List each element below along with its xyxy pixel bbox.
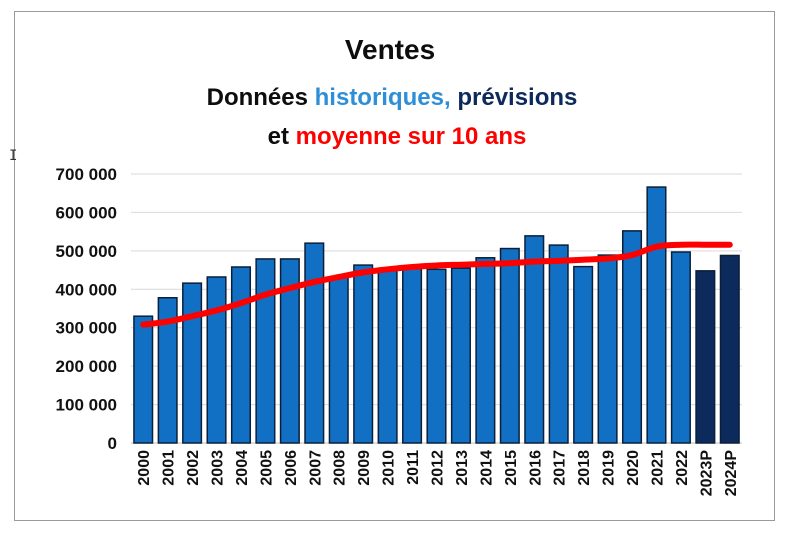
y-tick-label: 700 000 [56,165,117,184]
y-tick-label: 600 000 [56,203,117,222]
bar [377,268,398,444]
x-tick-label: 2003 [210,450,227,486]
bar [279,258,300,444]
x-tick-label: 2012 [430,450,447,486]
bar [230,266,252,444]
x-tick-label: 2005 [258,450,275,486]
y-tick-label: 500 000 [56,242,117,261]
subtitle-historiques: historiques, [315,84,451,111]
bar [621,230,643,444]
x-tick-label: 2002 [185,450,202,486]
subtitle-previsions: prévisions [451,84,578,111]
bar [304,242,325,444]
subtitle-et: et [268,123,296,150]
subtitle-moyenne: moyenne sur 10 ans [296,123,527,150]
bar [450,267,471,444]
bar [719,254,740,444]
bars-layer [133,186,740,444]
x-tick-label: 2000 [136,450,153,486]
x-tick-label: 2019 [601,450,618,486]
x-axis-ticks: 2000 2001 2002 2003 2004 2005 2006 2007 2008 2009… [136,450,740,497]
bar [255,258,276,444]
bar [499,247,520,444]
x-tick-label: 2004 [234,450,251,486]
x-tick-label: 2014 [478,450,495,486]
subtitle-donnees: Données [207,84,315,111]
bar [670,251,691,444]
bar [402,265,423,444]
chart-subtitle-line1: Données historiques, prévisions [207,84,578,111]
bar [646,186,667,444]
y-tick-label: 200 000 [56,357,117,376]
bar [133,315,154,444]
bar [328,277,349,444]
bar [182,282,203,444]
x-tick-label: 2001 [161,450,178,486]
chart-subtitle-line2: et moyenne sur 10 ans [268,123,527,150]
bar [573,265,594,444]
x-tick-label: 2011 [405,450,422,485]
x-tick-label: 2020 [625,450,642,486]
text-cursor-icon: I [9,148,18,164]
x-tick-label: 2009 [356,450,373,486]
bar [426,268,447,444]
y-tick-label: 400 000 [56,280,117,299]
moving-average-line [140,241,733,328]
bar [695,270,716,444]
chart-title: Ventes [345,34,435,65]
x-tick-label: 2018 [576,450,593,486]
y-tick-label: 0 [108,434,117,453]
bar [353,264,374,444]
x-tick-label: 2010 [381,450,398,486]
x-tick-label: 2008 [332,450,349,486]
x-tick-label: 2024P [723,450,740,497]
average-line-layer [140,241,733,328]
bar [597,254,618,444]
y-axis-ticks: 0 100 000 200 000 300 000 400 000 500 000 600 … [56,165,117,453]
chart-svg: Ventes Données historiques, prévisions e… [56,34,742,497]
y-tick-label: 300 000 [56,319,117,338]
chart-frame: Ventes Données historiques, prévisions e… [14,11,775,521]
bar [475,257,496,444]
x-tick-label: 2017 [552,450,569,486]
bar [157,296,178,444]
x-tick-label: 2015 [503,450,520,486]
bar [206,276,227,444]
x-tick-label: 2022 [674,450,691,486]
x-tick-label: 2006 [283,450,300,486]
x-tick-label: 2021 [649,450,666,486]
x-tick-label: 2007 [307,450,324,486]
x-tick-label: 2016 [527,450,544,486]
x-tick-label: 2023P [698,450,715,497]
bar [524,235,545,444]
bar [548,244,569,444]
x-tick-label: 2013 [454,450,471,486]
y-tick-label: 100 000 [56,396,117,415]
